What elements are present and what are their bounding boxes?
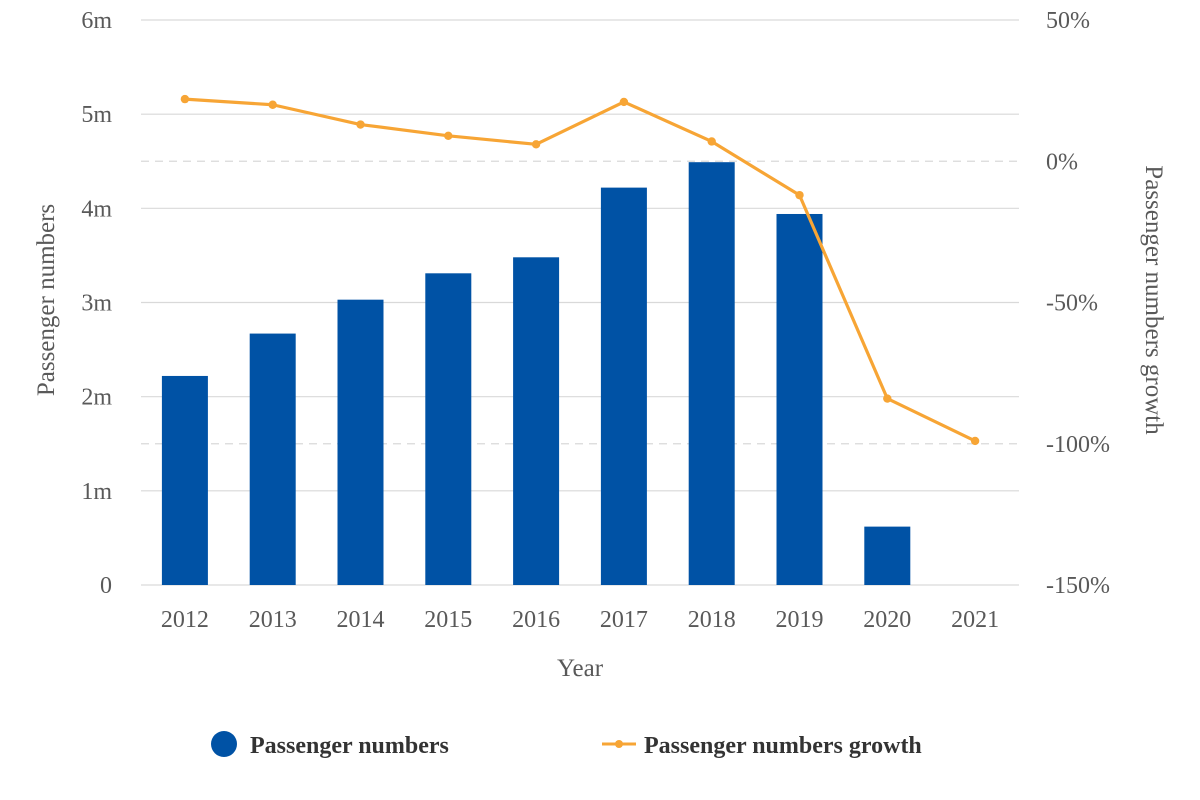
legend-marker-dot: [615, 740, 623, 748]
line-series: [180, 94, 980, 446]
left-axis-ticks: 0 1m 2m 3m 4m 5m 6m: [81, 8, 112, 599]
legend: Passenger numbers Passenger numbers grow…: [211, 731, 922, 759]
y2-tick-label: 50%: [1046, 8, 1090, 34]
y-tick-label: 6m: [81, 8, 112, 34]
y2-tick-label: -50%: [1046, 291, 1098, 317]
x-tick-label: 2013: [249, 607, 297, 633]
bar-2016: [513, 257, 560, 585]
legend-label-passenger-numbers: Passenger numbers: [250, 733, 449, 759]
bar-2017: [600, 187, 647, 585]
x-tick-label: 2021: [951, 607, 999, 633]
y2-tick-label: 0%: [1046, 149, 1078, 175]
x-tick-label: 2018: [688, 607, 736, 633]
y-tick-label: 0: [100, 573, 112, 599]
legend-item-passenger-numbers[interactable]: Passenger numbers: [211, 731, 449, 759]
x-tick-label: 2015: [424, 607, 472, 633]
x-tick-label: 2017: [600, 607, 648, 633]
growth-point-2013: [268, 100, 277, 109]
legend-label-passenger-numbers-growth: Passenger numbers growth: [644, 733, 922, 759]
growth-point-2021: [970, 436, 980, 446]
growth-point-2012: [180, 94, 190, 104]
growth-point-2017: [619, 97, 629, 107]
y-tick-label: 3m: [81, 291, 112, 317]
growth-point-2014: [356, 120, 365, 129]
y2-axis-title: Passenger numbers growth: [1140, 165, 1167, 435]
bar-2018: [688, 162, 735, 586]
right-axis-ticks: -150% -100% -50% 0% 50%: [1046, 8, 1110, 599]
y-tick-label: 4m: [81, 196, 112, 222]
bar-2020: [864, 526, 911, 585]
bar-2013: [249, 333, 296, 585]
bar-2019: [776, 213, 823, 585]
x-tick-label: 2016: [512, 607, 560, 633]
growth-point-2016: [531, 140, 541, 149]
x-tick-label: 2020: [863, 607, 911, 633]
y-tick-label: 1m: [81, 479, 112, 505]
y-tick-label: 5m: [81, 102, 112, 128]
growth-point-2020: [883, 394, 892, 403]
bar-2012: [161, 375, 208, 585]
bar-series: [161, 162, 911, 586]
x-axis-ticks: 2012 2013 2014 2015 2016 2017 2018 2019 2020 2021: [161, 607, 999, 633]
growth-point-2019: [795, 190, 804, 200]
x-tick-label: 2019: [776, 607, 824, 633]
y2-tick-label: -100%: [1046, 432, 1110, 458]
y2-tick-label: -150%: [1046, 573, 1110, 599]
growth-point-2018: [707, 137, 716, 146]
bar-2015: [425, 273, 472, 585]
legend-marker-bar: [211, 731, 237, 757]
y-tick-label: 2m: [81, 385, 112, 411]
y-axis-title: Passenger numbers: [33, 204, 60, 396]
bar-2014: [337, 299, 384, 585]
x-tick-label: 2014: [337, 607, 385, 633]
growth-line: [184, 97, 976, 443]
x-tick-label: 2012: [161, 607, 209, 633]
x-axis-title: Year: [557, 655, 604, 682]
growth-point-2015: [444, 131, 453, 141]
legend-item-passenger-numbers-growth[interactable]: Passenger numbers growth: [602, 733, 922, 759]
